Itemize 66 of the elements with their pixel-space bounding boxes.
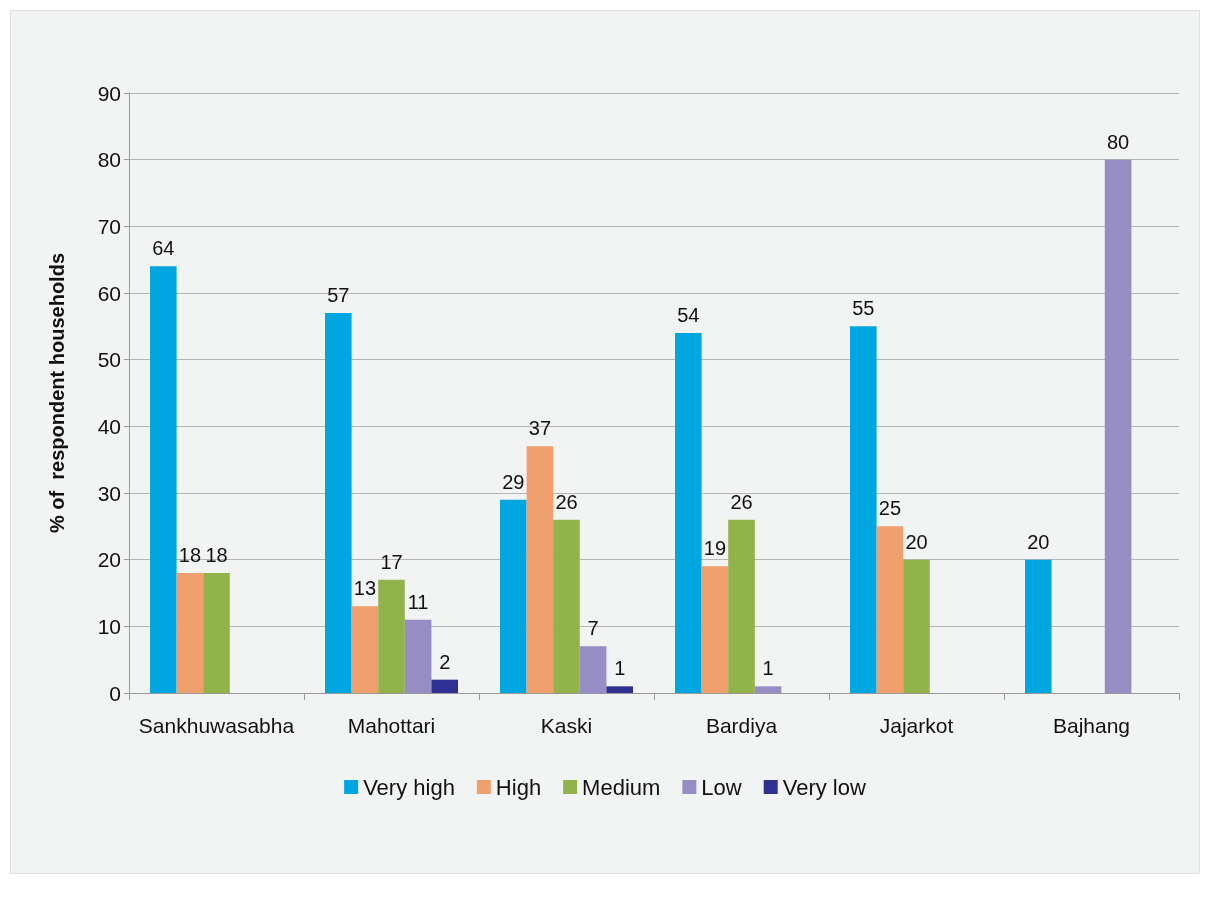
bar xyxy=(1025,559,1052,693)
data-label: 18 xyxy=(205,544,228,566)
bar xyxy=(325,313,352,693)
y-tick-label: 30 xyxy=(97,481,121,505)
data-label: 55 xyxy=(852,297,875,320)
x-tick-label: Sankhuwasabha xyxy=(138,714,295,737)
y-tick-label: 80 xyxy=(97,148,121,172)
bar xyxy=(176,573,204,693)
data-label: 57 xyxy=(327,284,350,306)
data-label: 26 xyxy=(555,490,578,513)
data-label: 54 xyxy=(677,304,700,326)
x-tick-label: Kaski xyxy=(540,714,593,737)
legend-label: Very low xyxy=(782,774,866,800)
bar xyxy=(404,619,432,693)
x-tick-label: Bajhang xyxy=(1052,714,1131,737)
bar xyxy=(553,519,580,693)
bar xyxy=(1104,159,1132,693)
data-label: 17 xyxy=(380,550,403,573)
bar xyxy=(351,606,379,693)
data-label: 64 xyxy=(152,237,175,260)
bar xyxy=(903,559,930,693)
data-label: 20 xyxy=(1027,530,1050,553)
y-tick-label: 90 xyxy=(97,81,121,105)
y-tick-label: 50 xyxy=(97,348,121,372)
bar xyxy=(500,499,527,693)
bar xyxy=(728,519,755,693)
legend-label: Very high xyxy=(363,774,455,800)
data-label: 13 xyxy=(353,577,377,600)
bar xyxy=(378,579,405,693)
bar xyxy=(579,646,607,693)
legend-label: High xyxy=(495,774,542,800)
bar xyxy=(876,526,904,693)
data-label: 20 xyxy=(905,530,928,553)
data-label: 18 xyxy=(178,544,202,566)
legend-label: Medium xyxy=(582,774,661,800)
bar xyxy=(701,566,729,693)
y-tick-label: 20 xyxy=(97,548,121,572)
x-tick-label: Mahottari xyxy=(347,714,436,737)
x-tick-label: Bardiya xyxy=(705,714,778,737)
bar xyxy=(754,686,782,693)
data-label: 37 xyxy=(528,417,552,440)
data-label: 80 xyxy=(1106,130,1130,153)
y-tick-label: 10 xyxy=(97,614,121,638)
data-label: 19 xyxy=(703,537,727,560)
data-label: 11 xyxy=(407,590,429,613)
legend-label: Low xyxy=(701,774,742,800)
y-tick-label: 40 xyxy=(97,414,121,438)
data-label: 2 xyxy=(439,650,451,673)
data-label: 29 xyxy=(502,470,525,493)
bar xyxy=(526,446,554,693)
y-tick-label: 70 xyxy=(97,214,121,238)
bar xyxy=(203,573,230,693)
data-label: 1 xyxy=(762,657,774,680)
x-tick-label: Jajarkot xyxy=(879,714,954,737)
data-label: 26 xyxy=(730,490,753,513)
bar xyxy=(606,686,633,693)
data-label: 25 xyxy=(878,497,902,520)
bar xyxy=(675,333,702,693)
bar xyxy=(850,326,877,693)
bar xyxy=(431,679,458,693)
data-label: 1 xyxy=(614,657,626,680)
data-label: 7 xyxy=(587,617,599,640)
bar xyxy=(150,266,177,693)
y-tick-label: 0 xyxy=(109,681,121,705)
y-tick-label: 60 xyxy=(97,281,121,305)
y-axis-title: % of respondent households xyxy=(46,252,68,534)
